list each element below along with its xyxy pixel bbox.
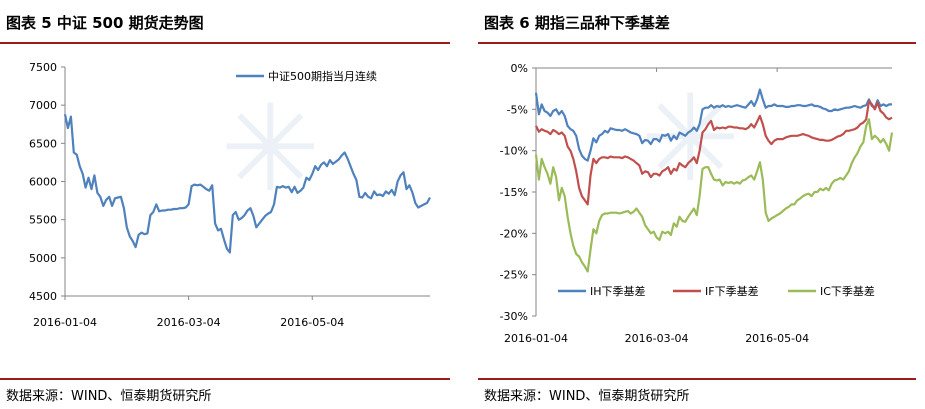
series-line-0 bbox=[534, 88, 892, 162]
y-tick-label: -10% bbox=[500, 145, 528, 158]
futures-line-chart: 7500 7000 6500 6000 5500 5000 4500 2016-01-04 20… bbox=[29, 61, 431, 329]
x-tick-label: 2016-01-04 bbox=[504, 332, 568, 345]
data-source: 数据来源：WIND、恒泰期货研究所 bbox=[484, 389, 690, 404]
x-tick-label: 2016-01-04 bbox=[33, 316, 97, 329]
y-tick-label: 5500 bbox=[29, 214, 57, 227]
legend-label: IF下季基差 bbox=[705, 284, 759, 298]
x-tick-label: 2016-03-04 bbox=[157, 316, 221, 329]
y-tick-label: 0% bbox=[511, 62, 528, 75]
title-rule bbox=[478, 42, 916, 44]
y-tick-label: -5% bbox=[507, 103, 528, 116]
y-tick-label: -25% bbox=[500, 269, 528, 282]
series-line-2 bbox=[534, 118, 894, 273]
basis-line-chart: 0% -5% -10% -15% -20% -25% -30% 2016-01-04 2016-… bbox=[500, 62, 894, 345]
series-line-0 bbox=[63, 114, 431, 254]
y-tick-label: 6000 bbox=[29, 176, 57, 189]
chart-panel-basis: 图表 6 期指三品种下季基差 0% -5% -10% -15% -20% -25% -30%… bbox=[478, 0, 925, 409]
data-source: 数据来源：WIND、恒泰期货研究所 bbox=[6, 389, 212, 404]
source-rule bbox=[478, 378, 916, 380]
y-tick-label: -15% bbox=[500, 186, 528, 199]
legend-label: 中证500期指当月连续 bbox=[268, 69, 377, 83]
y-tick-label: 5000 bbox=[29, 252, 57, 265]
legend-label: IH下季基差 bbox=[590, 284, 646, 298]
series-line-1 bbox=[535, 99, 893, 206]
y-tick-label: 7000 bbox=[29, 99, 57, 112]
y-tick-label: 4500 bbox=[29, 290, 57, 303]
panel-title: 图表 5 中证 500 期货走势图 bbox=[6, 14, 204, 32]
y-tick-label: 6500 bbox=[29, 137, 57, 150]
legend-label: IC下季基差 bbox=[820, 284, 875, 298]
y-tick-label: -20% bbox=[500, 227, 528, 240]
panel-title: 图表 6 期指三品种下季基差 bbox=[484, 14, 670, 32]
y-tick-label: -30% bbox=[500, 310, 528, 323]
title-rule bbox=[0, 42, 450, 44]
y-tick-label: 7500 bbox=[29, 61, 57, 74]
x-tick-label: 2016-03-04 bbox=[625, 332, 689, 345]
x-tick-label: 2016-05-04 bbox=[280, 316, 344, 329]
source-rule bbox=[0, 378, 450, 380]
chart-panel-futures: 图表 5 中证 500 期货走势图 7500 7000 6500 6000 5500 50… bbox=[0, 0, 450, 409]
x-tick-label: 2016-05-04 bbox=[745, 332, 809, 345]
